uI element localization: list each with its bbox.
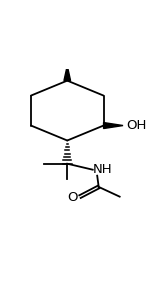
Text: NH: NH [93,163,112,176]
Text: O: O [68,191,78,204]
Polygon shape [64,66,71,81]
Polygon shape [104,123,123,129]
Text: OH: OH [126,119,146,132]
